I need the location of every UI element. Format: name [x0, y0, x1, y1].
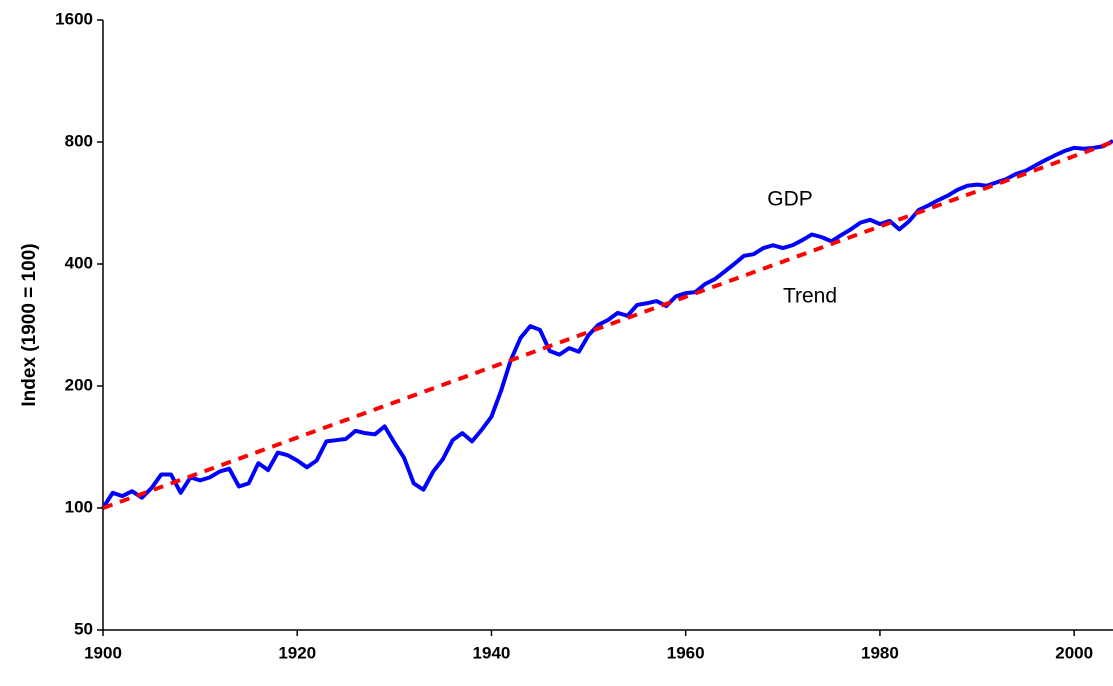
annotation: Trend: [783, 285, 837, 308]
x-tick-label: 1960: [667, 643, 705, 662]
y-tick-label: 50: [74, 619, 93, 638]
trend-line: [102, 140, 1113, 510]
series-line: [101, 139, 1113, 510]
y-tick-label: 100: [65, 497, 93, 516]
x-tick-label: 1900: [84, 643, 122, 662]
x-tick-label: 1980: [861, 643, 899, 662]
y-axis-title: Index (1900 = 100): [19, 243, 40, 406]
x-tick-label: 1920: [278, 643, 316, 662]
x-tick-label: 1940: [473, 643, 511, 662]
x-tick-label: 2000: [1055, 643, 1093, 662]
y-tick-label: 1600: [55, 9, 93, 28]
annotation: GDP: [767, 188, 813, 211]
y-tick-label: 800: [65, 131, 93, 150]
y-tick-label: 400: [65, 253, 93, 272]
y-tick-label: 200: [65, 375, 93, 394]
